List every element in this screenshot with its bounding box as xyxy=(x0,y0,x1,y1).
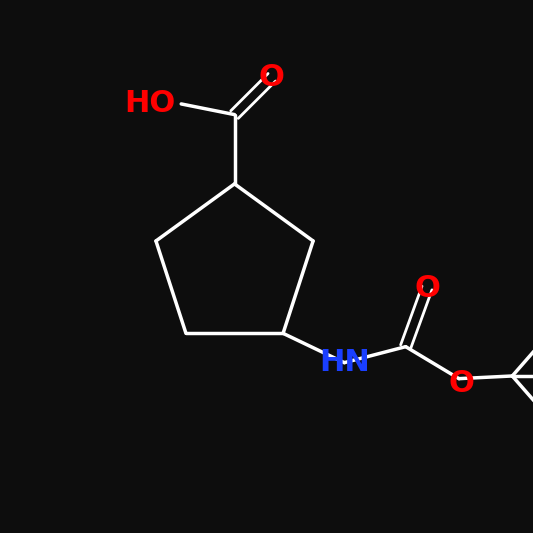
Text: O: O xyxy=(259,63,285,92)
Text: O: O xyxy=(414,273,440,303)
Text: HO: HO xyxy=(125,90,176,118)
Text: HN: HN xyxy=(319,348,370,377)
Text: O: O xyxy=(449,369,474,399)
